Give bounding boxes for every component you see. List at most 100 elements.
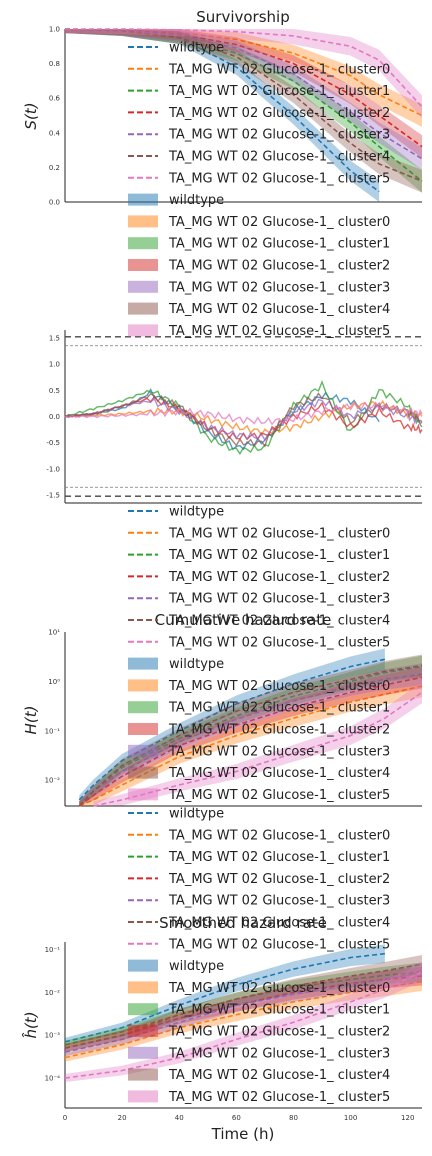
y-tick-label: 0.8 <box>49 60 60 68</box>
legend-1: wildtype TA_MG WT 02 Glucose-1_ cluster0 T… <box>128 505 390 803</box>
y-tick-label: 10¹ <box>48 629 60 637</box>
series-line <box>78 664 423 807</box>
y-tick-label: 10⁰ <box>48 678 60 686</box>
legend-entry: TA_MG WT 02 Glucose-1_ cluster0 <box>168 679 390 694</box>
y-tick-label: 1.0 <box>49 361 60 369</box>
series-line <box>64 392 423 448</box>
y-tick-label: 10⁻¹ <box>45 946 61 954</box>
legend-entry: TA_MG WT 02 Glucose-1_ cluster3 <box>168 894 390 909</box>
confidence-band <box>79 666 422 806</box>
series-line <box>93 691 423 807</box>
legend-entry: TA_MG WT 02 Glucose-1_ cluster5 <box>168 635 390 650</box>
legend-band-swatch <box>128 744 158 757</box>
series-line <box>64 971 423 1079</box>
legend-entry: TA_MG WT 02 Glucose-1_ cluster1 <box>168 701 390 716</box>
y-tick-label: 0.4 <box>49 129 61 137</box>
y-axis-label: S(t) <box>22 102 40 129</box>
series-line <box>64 401 423 426</box>
chart-title: Cumulative hazard rate <box>155 611 332 629</box>
legend-entry: TA_MG WT 02 Glucose-1_ cluster2 <box>168 723 390 738</box>
legend-entry: TA_MG WT 02 Glucose-1_ cluster4 <box>168 916 390 931</box>
legend-entry: TA_MG WT 02 Glucose-1_ cluster4 <box>168 614 390 629</box>
legend-band-swatch <box>128 981 158 994</box>
confidence-band <box>65 972 422 1062</box>
legend-entry: TA_MG WT 02 Glucose-1_ cluster1 <box>168 1003 390 1018</box>
x-axis-label: Time (h) <box>211 1125 275 1143</box>
legend-entry: wildtype <box>169 193 224 208</box>
legend-band-swatch <box>128 788 158 801</box>
y-tick-label: -1.0 <box>46 465 60 473</box>
legend-entry: wildtype <box>169 657 224 672</box>
panel-0: 0.0 0.2 0.4 0.6 0.8 1.0 Survivorship S(t) <box>22 8 423 207</box>
series-line <box>64 28 423 148</box>
legend-entry: TA_MG WT 02 Glucose-1_ cluster1 <box>168 84 390 99</box>
legend-band-swatch <box>128 193 158 206</box>
y-axis-label: ĥ(t) <box>21 1011 40 1038</box>
series-line <box>78 676 423 807</box>
legend-band-swatch <box>128 302 158 315</box>
legend-entry: TA_MG WT 02 Glucose-1_ cluster0 <box>168 215 390 230</box>
legend-band-swatch <box>128 237 158 250</box>
legend-entry: TA_MG WT 02 Glucose-1_ cluster3 <box>168 592 390 607</box>
legend-entry: TA_MG WT 02 Glucose-1_ cluster1 <box>168 237 390 252</box>
y-tick-label: 1.0 <box>49 26 60 34</box>
y-tick-label: 10⁻³ <box>45 1032 61 1040</box>
confidence-band <box>79 648 385 805</box>
y-tick-label: 0.5 <box>49 387 60 395</box>
confidence-band <box>65 29 422 119</box>
confidence-band <box>65 29 422 193</box>
legend-entry: TA_MG WT 02 Glucose-1_ cluster5 <box>168 171 390 186</box>
legend-entry: TA_MG WT 02 Glucose-1_ cluster2 <box>168 259 390 274</box>
y-tick-label: 1.5 <box>49 334 60 342</box>
series-line <box>64 952 385 1043</box>
panel-1: -1.5 -1.0 -0.5 0.0 0.5 1.0 1.5 <box>46 330 423 504</box>
legend-entry: TA_MG WT 02 Glucose-1_ cluster2 <box>168 872 390 887</box>
legend-entry: TA_MG WT 02 Glucose-1_ cluster2 <box>168 106 390 121</box>
legend-band-swatch <box>128 1003 158 1016</box>
chart-title: Smoothed hazard rate <box>159 914 327 932</box>
legend-entry: TA_MG WT 02 Glucose-1_ cluster0 <box>168 981 390 996</box>
legend-entry: TA_MG WT 02 Glucose-1_ cluster0 <box>168 526 390 541</box>
legend-0: wildtype TA_MG WT 02 Glucose-1_ cluster0 T… <box>128 41 390 339</box>
x-tick-label: 40 <box>175 1114 184 1122</box>
series-line <box>64 395 423 441</box>
legend-band-swatch <box>128 324 158 337</box>
confidence-band <box>79 663 422 806</box>
confidence-band <box>79 675 422 806</box>
confidence-band <box>65 29 422 159</box>
legend-entry: TA_MG WT 02 Glucose-1_ cluster5 <box>168 324 390 339</box>
x-tick-label: 80 <box>289 1114 298 1122</box>
legend-band-swatch <box>128 1068 158 1081</box>
y-tick-label: 0.0 <box>49 413 60 421</box>
y-axis-label: H(t) <box>22 706 40 735</box>
legend-entry: TA_MG WT 02 Glucose-1_ cluster2 <box>168 1025 390 1040</box>
legend-entry: TA_MG WT 02 Glucose-1_ cluster5 <box>168 788 390 803</box>
legend-band-swatch <box>128 766 158 779</box>
y-tick-label: 10⁻¹ <box>45 727 61 735</box>
legend-entry: TA_MG WT 02 Glucose-1_ cluster4 <box>168 1068 390 1083</box>
legend-band-swatch <box>128 959 158 972</box>
legend-entry: wildtype <box>169 959 224 974</box>
confidence-band <box>65 29 422 171</box>
legend-entry: TA_MG WT 02 Glucose-1_ cluster1 <box>168 548 390 563</box>
legend-entry: wildtype <box>169 807 224 822</box>
y-tick-label: 0.0 <box>49 199 60 207</box>
legend-entry: TA_MG WT 02 Glucose-1_ cluster4 <box>168 766 390 781</box>
y-tick-label: -1.5 <box>46 492 60 500</box>
legend-band-swatch <box>128 280 158 293</box>
legend-band-swatch <box>128 259 158 271</box>
confidence-band <box>65 944 385 1046</box>
x-tick-label: 0 <box>63 1114 67 1122</box>
y-tick-label: 10⁻² <box>45 989 61 997</box>
legend-entry: TA_MG WT 02 Glucose-1_ cluster3 <box>168 280 390 295</box>
legend-entry: TA_MG WT 02 Glucose-1_ cluster1 <box>168 850 390 865</box>
legend-entry: TA_MG WT 02 Glucose-1_ cluster5 <box>168 1090 390 1105</box>
legend-band-swatch <box>128 215 158 228</box>
legend-band-swatch <box>128 679 158 692</box>
series-line <box>64 980 423 1059</box>
series-line <box>64 397 423 442</box>
legend-entry: TA_MG WT 02 Glucose-1_ cluster5 <box>168 937 390 952</box>
chart-title: Survivorship <box>196 8 289 26</box>
